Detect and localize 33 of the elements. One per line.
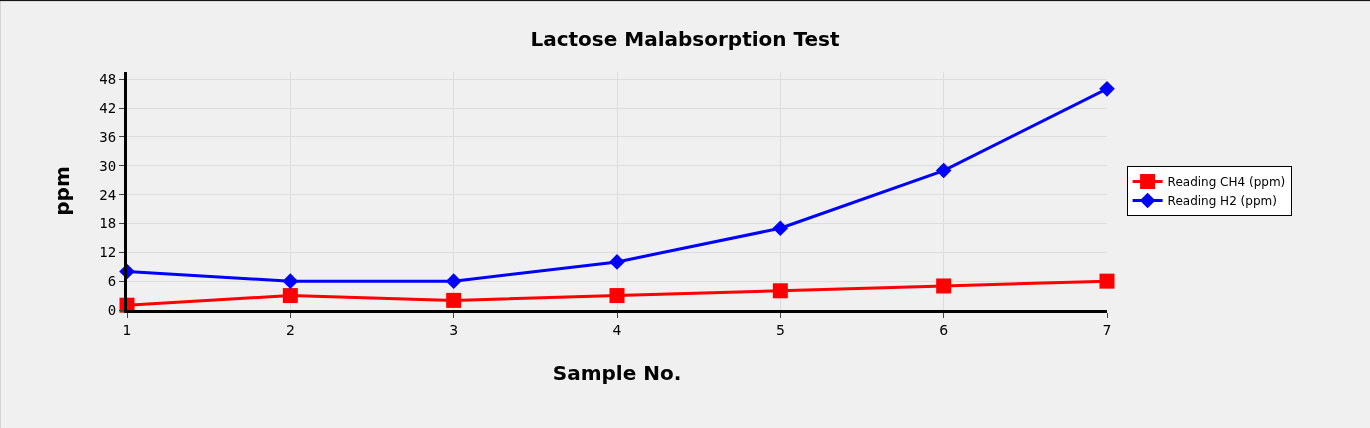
legend-label: Reading H2 (ppm) <box>1167 194 1277 209</box>
y-tick-label: 42 <box>99 99 117 116</box>
x-tick-label: 3 <box>449 321 459 338</box>
y-tick-label: 36 <box>99 128 117 145</box>
y-tick-label: 6 <box>107 273 117 290</box>
point <box>936 278 952 294</box>
point <box>609 288 625 304</box>
y-tick-label: 48 <box>99 71 117 88</box>
chart-title: Lactose Malabsorption Test <box>530 26 840 51</box>
x-tick-label: 2 <box>285 321 295 338</box>
point <box>772 220 789 237</box>
x-tick-label: 5 <box>775 321 785 338</box>
point <box>1099 273 1115 289</box>
x-tick-label: 7 <box>1102 321 1112 338</box>
x-tick-label: 6 <box>939 321 949 338</box>
y-tick-label: 12 <box>99 244 117 261</box>
point <box>445 273 462 289</box>
y-tick-label: 24 <box>99 186 117 203</box>
x-axis-title: Sample No. <box>552 361 682 386</box>
y-axis-title: ppm <box>49 166 74 216</box>
point <box>1099 81 1115 97</box>
point <box>772 283 788 299</box>
point <box>446 292 462 308</box>
y-tick-label: 0 <box>107 301 117 318</box>
point <box>609 254 625 270</box>
point <box>282 273 299 289</box>
y-tick-label: 18 <box>99 215 117 232</box>
x-tick-label: 1 <box>122 321 132 338</box>
point <box>935 162 952 179</box>
x-tick-label: 4 <box>612 321 622 338</box>
point <box>282 288 298 304</box>
y-tick-label: 30 <box>99 157 117 174</box>
legend-label: Reading CH4 (ppm) <box>1167 175 1286 190</box>
